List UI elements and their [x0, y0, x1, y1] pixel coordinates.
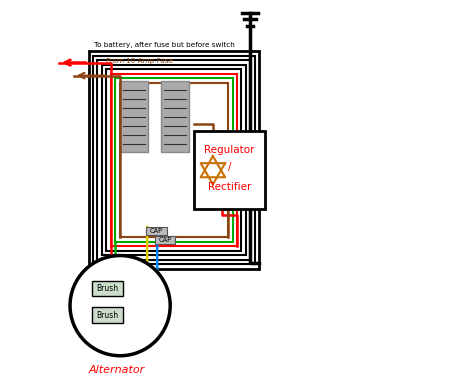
Bar [92, 307, 123, 323]
Bar [92, 281, 123, 296]
Text: Brush: Brush [96, 284, 118, 293]
Bar [89, 51, 259, 268]
Text: CAP: CAP [158, 237, 172, 243]
Bar [102, 65, 246, 255]
Bar [120, 81, 148, 152]
Bar [98, 60, 250, 260]
Bar [120, 83, 228, 237]
Bar [106, 69, 241, 251]
Bar [161, 81, 189, 152]
Bar [111, 74, 237, 246]
Text: Alternator: Alternator [88, 365, 145, 375]
Bar [194, 131, 265, 209]
Bar [115, 78, 233, 242]
Bar [146, 227, 166, 235]
Text: /: / [228, 162, 231, 172]
Text: From 10 Amp Fuse: From 10 Amp Fuse [106, 58, 173, 64]
Text: CAP: CAP [150, 228, 163, 234]
Bar [155, 236, 175, 245]
Bar [93, 56, 255, 264]
Text: To battery, after fuse but before switch: To battery, after fuse but before switch [94, 42, 235, 48]
Text: Regulator: Regulator [204, 145, 255, 155]
Text: Brush: Brush [96, 311, 118, 320]
Text: Rectifier: Rectifier [208, 182, 251, 192]
Circle shape [70, 256, 170, 356]
